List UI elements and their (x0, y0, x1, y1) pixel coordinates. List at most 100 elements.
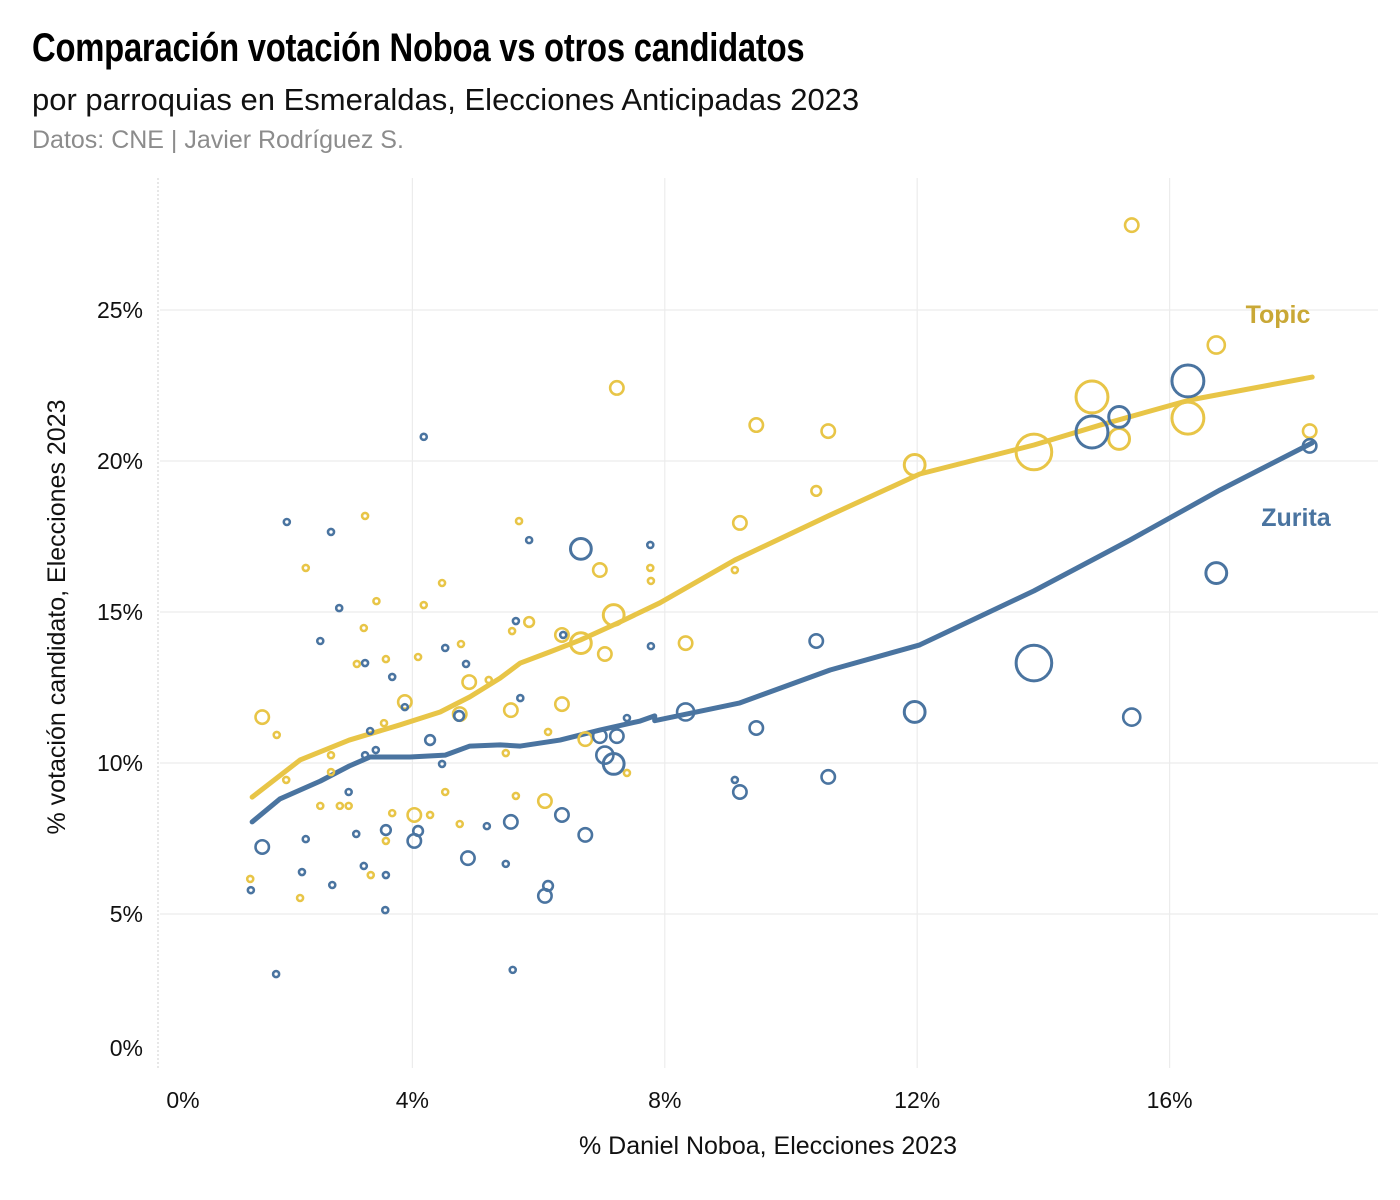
data-point-zurita (591, 728, 608, 745)
data-point-topic (245, 874, 255, 884)
series-label-zurita: Zurita (1261, 504, 1332, 532)
data-point-topic (748, 417, 765, 434)
data-point-zurita (820, 768, 837, 785)
data-point-zurita (558, 630, 568, 640)
data-point-topic (315, 801, 325, 811)
data-point-zurita (282, 517, 292, 527)
data-point-zurita (246, 885, 256, 895)
data-point-topic (326, 767, 336, 777)
data-point-zurita (254, 838, 271, 855)
data-point-zurita (622, 713, 632, 723)
data-point-zurita (541, 879, 555, 893)
data-point-zurita (482, 821, 492, 831)
data-point-zurita (379, 823, 393, 837)
y-tick-label: 25% (97, 297, 143, 323)
data-point-topic (344, 801, 353, 811)
data-point-topic (396, 693, 413, 710)
data-point-topic (1014, 432, 1054, 472)
data-point-topic (381, 654, 391, 664)
x-axis-title: % Daniel Noboa, Elecciones 2023 (579, 1132, 957, 1160)
data-point-topic (455, 819, 465, 829)
data-point-topic (461, 674, 478, 691)
data-point-topic (440, 787, 450, 797)
data-point-topic (406, 806, 423, 823)
data-point-zurita (459, 850, 476, 867)
data-points (245, 217, 1318, 979)
trend-lines (249, 374, 1315, 825)
data-point-zurita (437, 759, 447, 769)
data-point-topic (902, 453, 927, 477)
data-point-zurita (1121, 707, 1142, 727)
data-point-topic (254, 709, 271, 726)
data-point-zurita (381, 870, 391, 880)
x-tick-label: 8% (648, 1087, 681, 1113)
data-point-zurita (508, 965, 518, 975)
data-point-topic (677, 635, 694, 652)
y-axis-title: % votación candidato, Elecciones 2023 (43, 399, 71, 834)
data-point-topic (511, 791, 521, 801)
data-point-topic (281, 775, 291, 785)
data-point-zurita (301, 834, 311, 844)
data-point-zurita (646, 641, 656, 651)
data-point-zurita (675, 702, 696, 722)
data-point-zurita (1170, 363, 1206, 399)
data-point-zurita (326, 527, 336, 537)
data-point-topic (622, 768, 632, 778)
data-point-topic (1107, 427, 1132, 451)
data-point-topic (553, 626, 570, 643)
chart-subtitle: por parroquias en Esmeraldas, Elecciones… (32, 82, 860, 117)
data-point-topic (352, 659, 362, 669)
data-point-zurita (501, 859, 511, 869)
data-point-zurita (297, 867, 307, 877)
x-tick-label: 0% (166, 1087, 199, 1113)
data-point-topic (577, 731, 594, 748)
data-point-zurita (730, 775, 740, 785)
data-point-topic (1206, 335, 1227, 355)
data-point-topic (272, 730, 282, 740)
data-point-topic (1170, 400, 1206, 436)
data-point-topic (591, 562, 608, 579)
data-point-zurita (315, 636, 325, 646)
data-point-zurita (360, 658, 370, 668)
data-point-topic (1301, 423, 1318, 440)
data-point-zurita (440, 643, 450, 653)
y-tick-label: 10% (97, 750, 143, 776)
trend-line-topic (249, 374, 1315, 800)
chart-source: Datos: CNE | Javier Rodríguez S. (32, 126, 404, 154)
data-point-zurita (411, 824, 425, 838)
data-point-topic (301, 563, 311, 573)
data-point-zurita (359, 861, 369, 871)
data-point-zurita (360, 750, 370, 760)
data-point-zurita (808, 632, 825, 649)
data-point-zurita (748, 719, 765, 736)
y-tick-label: 0% (110, 1035, 143, 1061)
y-tick-label: 15% (97, 599, 143, 625)
data-point-topic (413, 652, 423, 662)
chart-title: Comparación votación Noboa vs otros cand… (32, 26, 805, 70)
data-point-zurita (461, 659, 471, 669)
data-point-zurita (419, 432, 429, 442)
data-point-zurita (595, 745, 615, 765)
data-point-zurita (902, 700, 927, 724)
data-point-topic (372, 596, 381, 606)
tick-labels: 0% 5% 10% 15% 20% 25% 0% 4% 8% 12% 16% (97, 297, 1193, 1113)
data-point-topic (425, 810, 435, 820)
data-point-zurita (380, 905, 390, 915)
data-point-zurita (516, 693, 525, 703)
data-point-topic (601, 603, 626, 627)
data-point-zurita (1301, 437, 1318, 454)
data-point-topic (379, 718, 389, 728)
y-tick-label: 5% (110, 901, 143, 927)
data-point-topic (543, 727, 553, 737)
x-tick-label: 12% (894, 1087, 940, 1113)
data-point-zurita (1107, 405, 1132, 429)
data-point-topic (608, 379, 625, 396)
data-point-zurita (601, 752, 626, 776)
data-point-topic (484, 675, 494, 685)
data-point-zurita (511, 616, 521, 626)
data-point-topic (568, 631, 593, 656)
data-point-topic (514, 516, 524, 526)
data-point-zurita (365, 726, 375, 736)
data-point-topic (366, 870, 376, 880)
trend-line-zurita (249, 440, 1315, 825)
